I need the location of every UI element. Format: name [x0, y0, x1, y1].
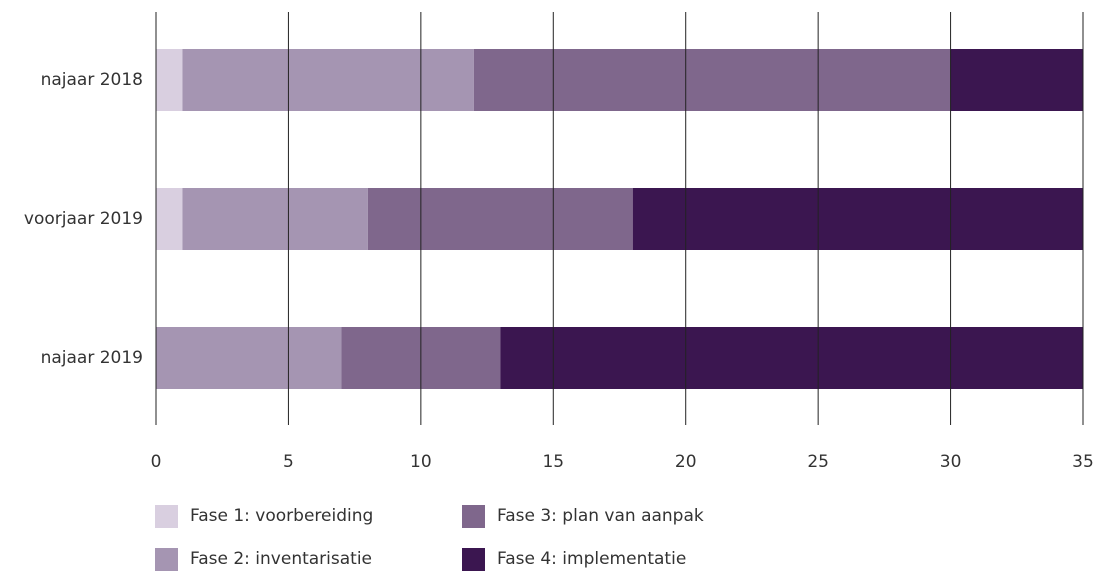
bar-segment — [182, 188, 368, 250]
bar-segment — [182, 49, 474, 111]
legend-label: Fase 4: implementatie — [497, 549, 686, 569]
legend-swatch — [155, 548, 178, 571]
legend-swatch — [462, 548, 485, 571]
bar-segment — [950, 49, 1083, 111]
legend-label: Fase 1: voorbereiding — [190, 506, 373, 526]
y-tick-label: voorjaar 2019 — [24, 209, 143, 229]
x-tick-label: 15 — [542, 452, 564, 472]
bar-segment — [156, 49, 183, 111]
y-tick-label: najaar 2019 — [41, 348, 143, 368]
bar-segment — [156, 327, 342, 389]
legend-label: Fase 2: inventarisatie — [190, 549, 372, 569]
legend-swatch — [462, 505, 485, 528]
x-tick-label: 20 — [675, 452, 697, 472]
x-tick-label: 25 — [807, 452, 829, 472]
bar-segment — [156, 188, 183, 250]
x-tick-label: 10 — [410, 452, 432, 472]
legend-swatch — [155, 505, 178, 528]
x-tick-label: 5 — [283, 452, 294, 472]
x-tick-label: 35 — [1072, 452, 1094, 472]
bar-segment — [632, 188, 1083, 250]
bar-segment — [500, 327, 1083, 389]
x-tick-label: 0 — [151, 452, 162, 472]
legend-label: Fase 3: plan van aanpak — [497, 506, 704, 526]
x-tick-label: 30 — [940, 452, 962, 472]
y-tick-label: najaar 2018 — [41, 70, 143, 90]
bar-segment — [473, 49, 951, 111]
bar-segment — [367, 188, 633, 250]
